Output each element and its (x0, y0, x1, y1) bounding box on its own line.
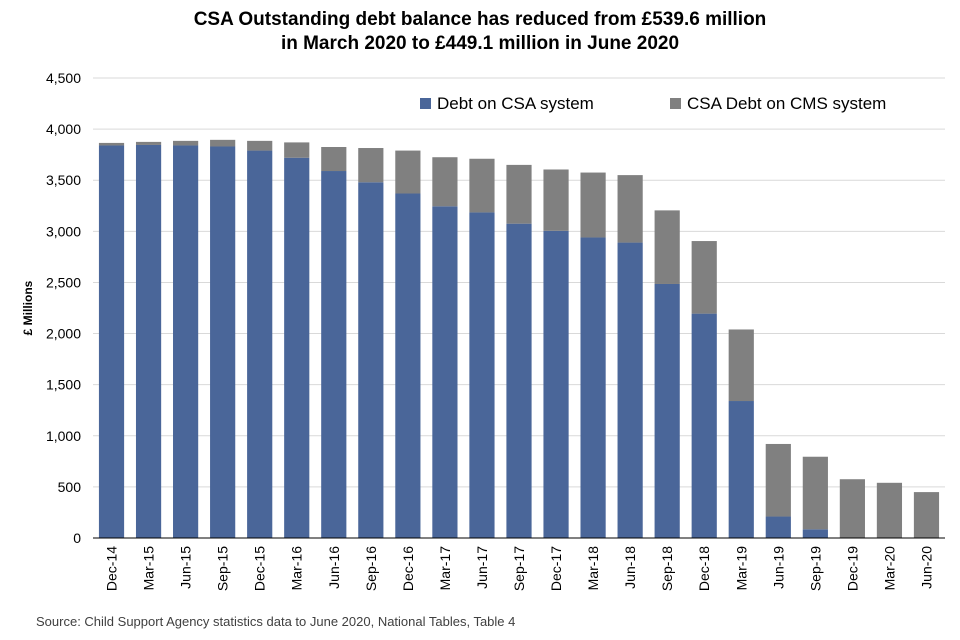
bar-segment-cms (543, 169, 569, 231)
bar-segment-csa (98, 145, 125, 538)
bar-segment-cms (654, 210, 680, 284)
x-tick-label: Dec-16 (400, 546, 416, 591)
bar-segment-cms (580, 172, 606, 238)
x-tick-label: Sep-16 (363, 546, 379, 591)
bar-segment-cms (135, 141, 162, 145)
bar-segment-cms (173, 140, 199, 146)
bar-segment-csa (321, 171, 347, 538)
y-axis-label: £ Millions (21, 280, 35, 335)
bar-segment-cms (876, 482, 903, 538)
legend-label: Debt on CSA system (437, 94, 594, 113)
bar-segment-cms (321, 147, 347, 172)
x-tick-label: Dec-19 (844, 546, 860, 591)
bar-segment-cms (913, 492, 940, 538)
bar-segment-csa (506, 223, 532, 538)
y-tick-label: 4,500 (46, 70, 81, 86)
x-tick-label: Jun-16 (326, 546, 342, 589)
bar-segment-csa (691, 313, 717, 538)
legend-label: CSA Debt on CMS system (687, 94, 886, 113)
bar-segment-cms (469, 158, 495, 213)
x-tick-label: Mar-17 (437, 546, 453, 591)
y-tick-label: 500 (58, 479, 82, 495)
bar-segment-cms (247, 140, 273, 151)
bar-segment-csa (802, 529, 828, 538)
source-note: Source: Child Support Agency statistics … (36, 614, 516, 629)
x-tick-label: Jun-20 (918, 546, 934, 589)
y-tick-label: 1,000 (46, 428, 81, 444)
bars (98, 139, 940, 539)
x-tick-label: Dec-17 (548, 546, 564, 591)
x-tick-label: Jun-17 (474, 546, 490, 589)
x-tick-label: Mar-16 (289, 546, 305, 591)
bar-segment-csa (469, 212, 495, 538)
bar-segment-csa (432, 206, 458, 539)
chart-title-line-2: in March 2020 to £449.1 million in June … (280, 33, 680, 54)
bar-segment-cms (98, 142, 125, 146)
legend-swatch (420, 98, 431, 109)
bar-segment-csa (173, 145, 199, 538)
x-tick-label: Jun-18 (622, 546, 638, 589)
x-tick-label: Jun-15 (178, 546, 194, 589)
bar-segment-csa (617, 242, 643, 539)
bar-segment-cms (432, 157, 458, 207)
bar-segment-cms (802, 456, 828, 530)
chart-title: CSA Outstanding debt balance has reduced… (0, 8, 960, 56)
x-tick-labels: Dec-14 Mar-15 Jun-15 Sep-15 Dec-15 Mar-16 Jun-… (104, 546, 935, 591)
bar-segment-cms (691, 241, 717, 314)
bar-segment-cms (210, 139, 236, 147)
y-tick-label: 0 (73, 530, 81, 546)
y-tick-label: 2,000 (46, 326, 81, 342)
bar-segment-cms (617, 175, 643, 243)
bar-segment-csa (765, 516, 791, 538)
x-tick-label: Dec-15 (252, 546, 268, 591)
x-tick-label: Sep-18 (659, 546, 675, 591)
x-tick-label: Mar-20 (881, 546, 897, 591)
bar-segment-cms (839, 479, 865, 538)
x-tick-label: Sep-19 (807, 546, 823, 591)
bar-segment-csa (395, 193, 421, 538)
bar-segment-csa (728, 401, 754, 538)
bar-segment-cms (358, 148, 384, 183)
x-tick-label: Jun-19 (770, 546, 786, 589)
x-tick-label: Dec-18 (696, 546, 712, 591)
bar-segment-csa (135, 144, 162, 538)
bar-segment-cms (506, 164, 532, 224)
y-tick-label: 3,000 (46, 223, 81, 239)
bar-segment-csa (247, 150, 273, 539)
bar-segment-csa (210, 146, 236, 538)
x-tick-label: Mar-15 (141, 546, 157, 591)
x-tick-label: Mar-19 (733, 546, 749, 591)
x-tick-label: Mar-18 (585, 546, 601, 591)
x-tick-label: Sep-17 (511, 546, 527, 591)
x-tick-label: Sep-15 (215, 546, 231, 591)
y-tick-label: 3,500 (46, 172, 81, 188)
bar-segment-cms (765, 443, 791, 517)
y-tick-labels: 0 500 1,000 1,500 2,000 2,500 3,000 3,500 4,000 4… (46, 70, 81, 546)
bar-segment-csa (580, 237, 606, 538)
bar-segment-csa (284, 157, 310, 538)
y-tick-label: 1,500 (46, 377, 81, 393)
bar-segment-csa (543, 230, 569, 539)
y-tick-label: 4,000 (46, 121, 81, 137)
bar-segment-csa (654, 283, 680, 538)
legend-swatch (670, 98, 681, 109)
bar-segment-csa (358, 182, 384, 538)
chart-title-line-1: CSA Outstanding debt balance has reduced… (193, 9, 767, 30)
legend: Debt on CSA system CSA Debt on CMS system (420, 94, 886, 113)
y-tick-label: 2,500 (46, 274, 81, 290)
bar-segment-cms (284, 142, 310, 158)
bar-segment-cms (728, 329, 754, 402)
bar-segment-cms (395, 150, 421, 194)
x-tick-label: Dec-14 (104, 546, 120, 591)
